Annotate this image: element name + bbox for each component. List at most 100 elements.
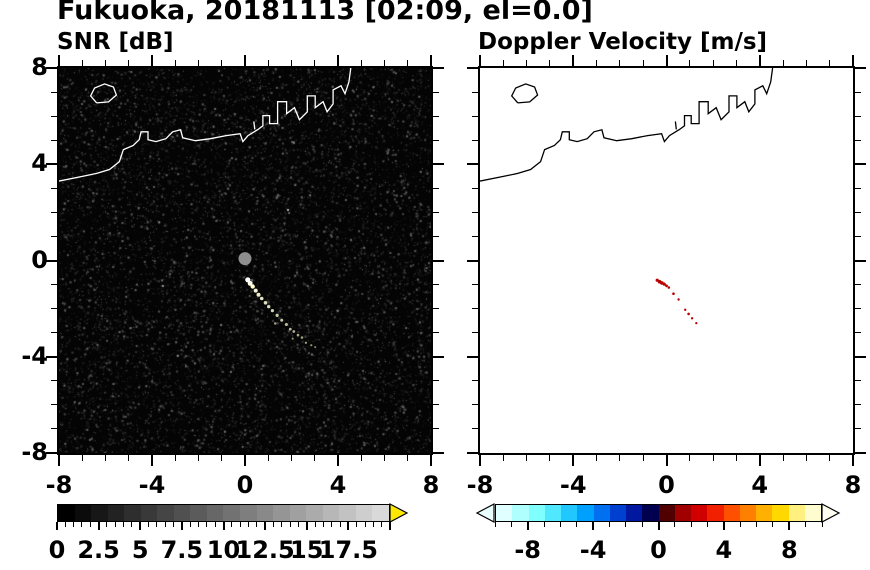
colorbar-tick: [331, 522, 333, 527]
colorbar-segment: [756, 505, 773, 521]
colorbar-tick: [180, 522, 183, 530]
axis-tick: [221, 60, 223, 66]
colorbar-tick: [231, 522, 233, 527]
colorbar-tick: [356, 522, 358, 527]
snr-echo-point: [304, 341, 308, 344]
axis-tick: [596, 455, 598, 461]
coastline-path: [674, 121, 677, 130]
snr-echo-point: [270, 309, 274, 313]
axis-tick: [665, 55, 668, 66]
snr-echo-point: [250, 284, 255, 289]
axis-tick: [433, 187, 439, 189]
snr-echo-point: [259, 296, 264, 301]
colorbar-tick: [73, 522, 75, 527]
axis-tick: [526, 60, 528, 66]
axis-tick: [502, 60, 504, 66]
doppler-velocity-point: [672, 292, 675, 295]
axis-tick: [855, 284, 861, 286]
axis-tick: [46, 67, 57, 69]
colorbar-overflow-arrow: [821, 503, 841, 523]
axis-tick: [689, 60, 691, 66]
axis-tick: [198, 455, 199, 461]
colorbar-tick: [64, 522, 66, 527]
axis-tick: [619, 60, 621, 66]
colorbar-tick: [364, 522, 366, 527]
axis-tick: [855, 332, 861, 334]
axis-tick: [855, 355, 866, 358]
snr-colorbar: [57, 504, 390, 522]
colorbar-segment: [788, 505, 805, 521]
colorbar-tick-label: -8: [514, 536, 542, 564]
colorbar-tick-label: 10: [206, 536, 241, 564]
axis-tick: [855, 235, 861, 237]
axis-tick: [852, 455, 854, 466]
snr-echo-point: [267, 305, 271, 309]
colorbar-tick: [641, 522, 643, 527]
axis-tick: [855, 404, 861, 406]
x-tick-label: 8: [844, 471, 862, 499]
axis-tick: [267, 60, 269, 66]
coastline-path: [59, 68, 352, 182]
colorbar-tick: [222, 522, 225, 530]
colorbar-tick: [821, 522, 823, 527]
panel-overlay-svg: [480, 68, 774, 325]
colorbar-tick: [81, 522, 83, 527]
coastline-path: [89, 83, 118, 104]
radar-center-blob: [238, 252, 252, 266]
colorbar-tick: [339, 522, 341, 527]
panel-overlay-svg: [59, 68, 352, 349]
snr-echo-point: [310, 344, 313, 347]
axis-tick: [51, 187, 57, 189]
colorbar-tick: [674, 522, 676, 527]
axis-tick: [472, 284, 478, 286]
colorbar-segment: [223, 505, 241, 521]
axis-tick: [105, 60, 106, 66]
axis-tick: [758, 55, 761, 66]
axis-tick: [433, 380, 439, 382]
colorbar-segment: [273, 505, 290, 521]
colorbar-segment: [240, 505, 257, 521]
axis-tick: [472, 235, 478, 237]
figure-title: Fukuoka, 20181113 [02:09, el=0.0]: [57, 0, 593, 26]
axis-tick: [433, 91, 439, 93]
axis-tick: [198, 60, 199, 66]
colorbar-tick: [526, 522, 529, 530]
axis-tick: [665, 455, 668, 466]
colorbar-segment: [512, 505, 529, 521]
axis-tick: [467, 163, 478, 166]
colorbar-tick: [389, 522, 391, 530]
axis-tick: [433, 452, 444, 454]
axis-tick: [51, 211, 57, 213]
axis-tick: [433, 284, 439, 286]
colorbar-tick: [592, 522, 595, 530]
colorbar-tick: [131, 522, 133, 527]
axis-tick: [384, 60, 385, 66]
colorbar-tick: [281, 522, 283, 527]
axis-tick: [46, 163, 57, 166]
snr-echo-point: [263, 301, 268, 305]
axis-tick: [549, 60, 551, 66]
colorbar-tick: [139, 522, 142, 530]
doppler-colorbar: [495, 504, 822, 522]
axis-tick: [430, 455, 432, 466]
axis-tick: [472, 380, 478, 382]
axis-tick: [174, 455, 176, 461]
colorbar-tick-label: 7.5: [160, 536, 204, 564]
axis-tick: [360, 455, 362, 461]
axis-tick: [151, 55, 153, 66]
axis-tick: [472, 332, 478, 334]
colorbar-segment: [642, 505, 659, 521]
snr-echo-point: [280, 318, 284, 322]
colorbar-tick-label: 17.5: [318, 536, 378, 564]
axis-tick: [619, 455, 621, 461]
colorbar-tick: [89, 522, 91, 527]
doppler-velocity-point: [662, 282, 666, 286]
colorbar-arrow-shape: [389, 503, 409, 523]
colorbar-tick: [156, 522, 158, 527]
axis-tick: [291, 455, 292, 461]
axis-tick: [430, 55, 432, 66]
axis-tick: [735, 60, 737, 66]
colorbar-tick-label: 12.5: [235, 536, 295, 564]
snr-echo-point: [291, 337, 294, 340]
